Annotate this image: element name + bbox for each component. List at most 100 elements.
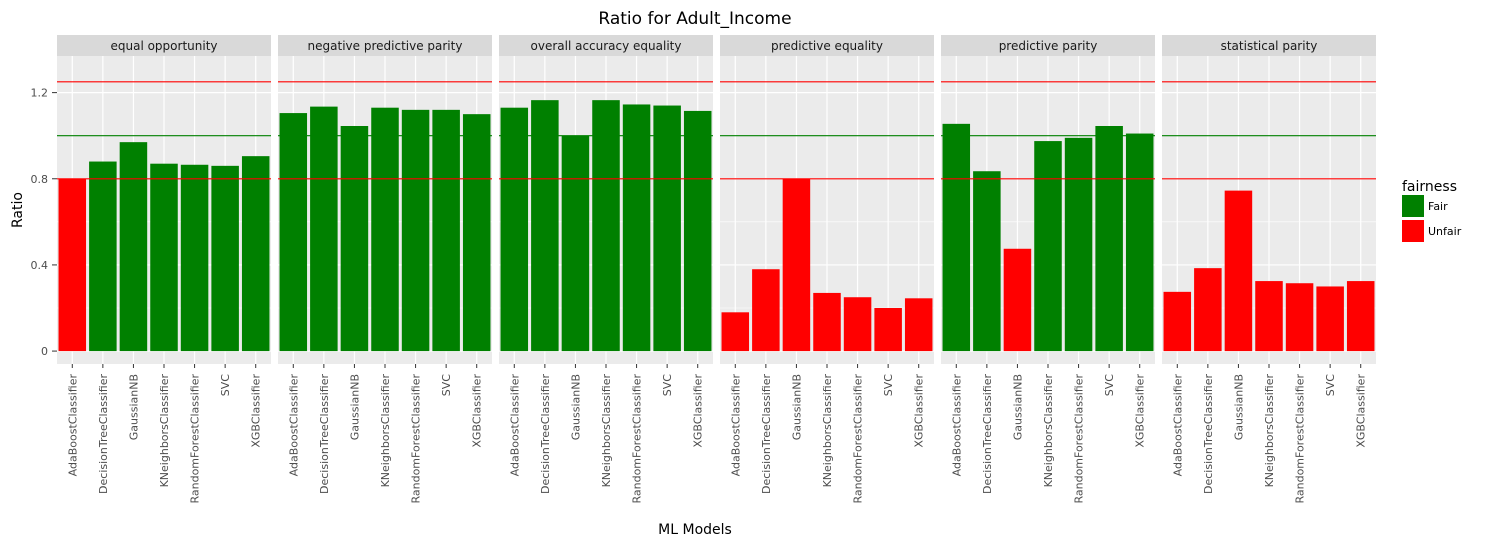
bar-adaboostclassifier-unfair [1163, 291, 1192, 352]
x-tick-label: AdaBoostClassifier [1171, 374, 1184, 477]
x-tick-label: XGBClassifier [1134, 374, 1147, 448]
bar-kneighborsclassifier-fair [150, 163, 178, 352]
facet-strip [278, 35, 492, 56]
facet-strip [57, 35, 271, 56]
x-tick-label: SVC [882, 374, 895, 397]
x-tick-label: GaussianNB [127, 374, 140, 440]
x-tick-label: AdaBoostClassifier [729, 374, 742, 477]
bar-randomforestclassifier-fair [401, 109, 430, 352]
x-tick-label: RandomForestClassifier [1073, 374, 1086, 504]
bar-kneighborsclassifier-unfair [1255, 281, 1283, 352]
x-tick-label: DecisionTreeClassifier [1202, 374, 1215, 494]
legend-title: fairness [1402, 179, 1457, 195]
bar-gaussiannb-unfair [782, 178, 811, 352]
bar-randomforestclassifier-fair [622, 104, 651, 352]
x-tick-label: GaussianNB [348, 374, 361, 440]
x-tick-label: KNeighborsClassifier [821, 374, 834, 488]
bar-randomforestclassifier-fair [180, 164, 209, 352]
y-axis-title: Ratio [10, 192, 26, 228]
x-tick-label: GaussianNB [569, 374, 582, 440]
bar-decisiontreeclassifier-fair [531, 100, 559, 352]
legend-swatch-unfair [1402, 220, 1424, 242]
bar-decisiontreeclassifier-fair [973, 171, 1001, 352]
x-tick-label: GaussianNB [1011, 374, 1024, 440]
x-tick-label: KNeighborsClassifier [158, 374, 171, 488]
bar-svc-fair [432, 109, 460, 352]
facet-panel: overall accuracy equality AdaBoostClassif… [499, 35, 713, 504]
bar-xgbclassifier-fair [462, 114, 491, 352]
x-tick-label: RandomForestClassifier [410, 374, 423, 504]
x-tick-label: AdaBoostClassifier [508, 374, 521, 477]
bar-kneighborsclassifier-fair [1034, 141, 1062, 352]
x-tick-label: DecisionTreeClassifier [539, 374, 552, 494]
bar-adaboostclassifier-unfair [721, 312, 750, 352]
bar-decisiontreeclassifier-fair [89, 161, 117, 352]
x-tick-label: SVC [1103, 374, 1116, 397]
bar-kneighborsclassifier-fair [371, 107, 399, 352]
facet-panel: negative predictive parity AdaBoostClassi… [278, 35, 492, 504]
x-tick-label: XGBClassifier [913, 374, 926, 448]
x-tick-label: SVC [1324, 374, 1337, 397]
x-tick-label: SVC [661, 374, 674, 397]
facet-strip [499, 35, 713, 56]
x-tick-label: XGBClassifier [250, 374, 263, 448]
x-tick-label: XGBClassifier [1355, 374, 1368, 448]
facet-strip [1162, 35, 1376, 56]
facet-panel: predictive equality AdaBoostClassifier Dec… [720, 35, 934, 504]
legend-swatch-fair [1402, 195, 1424, 217]
x-tick-label: RandomForestClassifier [631, 374, 644, 504]
facet-strip-label: predictive equality [771, 39, 883, 53]
bar-adaboostclassifier-fair [500, 107, 529, 352]
x-tick-label: GaussianNB [1232, 374, 1245, 440]
legend: fairness Fair Unfair [1402, 179, 1462, 242]
panels-layer: 0 0.4 0.8 1.2 equal opportunity AdaBoostClass… [31, 35, 1376, 504]
bar-adaboostclassifier-unfair [58, 178, 87, 352]
bar-gaussiannb-unfair [1003, 248, 1032, 352]
x-tick-label: DecisionTreeClassifier [318, 374, 331, 494]
legend-entries: Fair Unfair [1402, 195, 1462, 242]
x-axis-title: ML Models [658, 522, 732, 538]
bar-gaussiannb-fair [340, 126, 369, 352]
x-tick-label: RandomForestClassifier [189, 374, 202, 504]
x-tick-label: KNeighborsClassifier [600, 374, 613, 488]
bar-xgbclassifier-fair [683, 110, 712, 352]
x-tick-label: KNeighborsClassifier [1263, 374, 1276, 488]
y-tick-label: 0.8 [31, 173, 49, 186]
bar-svc-unfair [874, 308, 902, 352]
x-tick-label: SVC [219, 374, 232, 397]
facet-panel: statistical parity AdaBoostClassifier Deci… [1162, 35, 1376, 504]
bar-decisiontreeclassifier-unfair [1194, 268, 1222, 352]
bar-svc-unfair [1316, 286, 1344, 352]
x-tick-label: AdaBoostClassifier [66, 374, 79, 477]
bar-decisiontreeclassifier-fair [310, 106, 338, 352]
x-tick-label: DecisionTreeClassifier [760, 374, 773, 494]
facet-strip [941, 35, 1155, 56]
bar-decisiontreeclassifier-unfair [752, 269, 780, 352]
facet-strip-label: equal opportunity [110, 39, 217, 53]
x-tick-label: KNeighborsClassifier [379, 374, 392, 488]
bar-svc-fair [211, 165, 239, 352]
x-tick-label: GaussianNB [790, 374, 803, 440]
bar-randomforestclassifier-unfair [843, 297, 872, 352]
bar-gaussiannb-unfair [1224, 190, 1253, 352]
y-tick-label: 0.4 [31, 259, 49, 272]
bar-randomforestclassifier-unfair [1285, 283, 1314, 352]
x-tick-label: SVC [440, 374, 453, 397]
x-tick-label: RandomForestClassifier [1294, 374, 1307, 504]
legend-label-fair: Fair [1428, 200, 1448, 213]
x-tick-label: RandomForestClassifier [852, 374, 865, 504]
bar-svc-fair [1095, 126, 1123, 352]
bar-kneighborsclassifier-fair [592, 100, 620, 352]
facet-strip-label: negative predictive parity [308, 39, 463, 53]
x-tick-label: AdaBoostClassifier [287, 374, 300, 477]
bar-svc-fair [653, 105, 681, 352]
bar-adaboostclassifier-fair [942, 123, 971, 352]
facet-strip-label: predictive parity [999, 39, 1098, 53]
x-tick-label: KNeighborsClassifier [1042, 374, 1055, 488]
bar-kneighborsclassifier-unfair [813, 292, 841, 352]
bar-randomforestclassifier-fair [1064, 137, 1093, 352]
legend-label-unfair: Unfair [1428, 225, 1462, 238]
bar-gaussiannb-fair [119, 142, 148, 352]
facet-panel: equal opportunity AdaBoostClassifier Decis… [57, 35, 271, 504]
